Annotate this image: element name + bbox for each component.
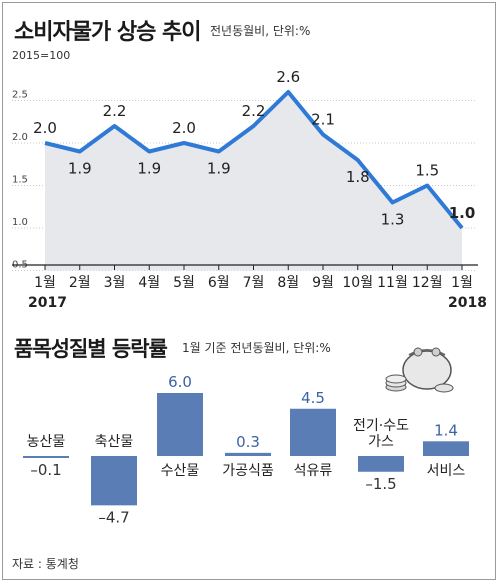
bar-value-label: –1.5	[365, 475, 396, 493]
x-tick-label: 4월	[138, 275, 160, 291]
x-tick-label: 6월	[208, 275, 230, 291]
year-label-2017: 2017	[28, 295, 67, 311]
y-tick-label: 2.5	[12, 90, 28, 101]
cpi-chart-title: 소비자물가 상승 추이	[14, 20, 201, 45]
category-bar	[157, 393, 203, 456]
x-tick-label: 5월	[173, 275, 195, 291]
year-label-2018: 2018	[448, 295, 487, 311]
infographic-frame	[2, 2, 496, 580]
bar-value-label: 6.0	[168, 373, 192, 391]
bar-value-label: 0.3	[236, 433, 260, 451]
category-label: 전기·수도	[353, 418, 409, 434]
category-bar	[91, 456, 137, 506]
category-label: 석유류	[294, 463, 333, 479]
cpi-series-line	[44, 90, 464, 230]
y-tick-label: 1.0	[12, 217, 28, 228]
cpi-value-label: 1.3	[381, 211, 405, 229]
category-chart-subtitle: 1월 기준 전년동월비, 단위:%	[182, 341, 331, 355]
x-tick-label: 12월	[412, 275, 443, 291]
category-label: 축산물	[95, 434, 134, 450]
x-tick-label: 9월	[312, 275, 334, 291]
bar-value-label: 4.5	[301, 389, 325, 407]
category-bar	[423, 441, 469, 456]
x-tick-label: 3월	[104, 275, 126, 291]
cpi-area	[45, 92, 462, 271]
cpi-base-note: 2015=100	[12, 49, 71, 62]
bar-value-label: 1.4	[434, 421, 458, 439]
y-tick-label: 2.0	[12, 132, 28, 143]
x-tick-label: 8월	[277, 275, 299, 291]
cpi-value-label: 1.9	[207, 160, 231, 178]
y-tick-label: 1.5	[12, 175, 28, 186]
category-bar	[23, 456, 69, 458]
cpi-value-label: 2.0	[33, 119, 57, 137]
category-bar	[290, 408, 336, 456]
cpi-value-label: 1.8	[346, 168, 370, 186]
cpi-value-label: 2.6	[276, 68, 300, 86]
bar-value-label: –4.7	[98, 508, 129, 526]
category-label: 가공식품	[222, 463, 274, 479]
cpi-value-label: 2.0	[172, 119, 196, 137]
category-bar	[225, 452, 271, 456]
cpi-value-label: 1.0	[449, 204, 476, 222]
x-tick-label: 10월	[342, 275, 373, 291]
category-label: 서비스	[427, 463, 466, 479]
category-chart-title: 품목성질별 등락률	[14, 337, 168, 361]
category-label: 가스	[368, 434, 394, 450]
bar-value-label: –0.1	[30, 461, 61, 479]
category-bar	[358, 456, 404, 472]
cpi-value-label: 2.2	[242, 102, 266, 120]
cpi-value-label: 1.9	[68, 160, 92, 178]
x-tick-label: 2월	[69, 275, 91, 291]
x-tick-label: 1월	[34, 275, 56, 291]
category-label: 농산물	[27, 434, 66, 450]
x-tick-label: 11월	[377, 275, 408, 291]
x-tick-label: 1월	[451, 275, 473, 291]
cpi-value-label: 1.9	[137, 160, 161, 178]
cpi-line-chart: 0.51.01.52.02.52.01.92.21.92.01.92.22.62…	[12, 68, 487, 311]
category-bar-chart: –0.1 농산물 –4.7 축산물 6.0 수산물 0.3 가공식품 4.5 석유류 –1.5 전기·…	[23, 373, 469, 526]
cpi-value-label: 2.2	[103, 102, 127, 120]
source-note: 자료 : 통계청	[12, 557, 79, 571]
cpi-value-label: 2.1	[311, 111, 335, 129]
cpi-value-label: 1.5	[415, 162, 439, 180]
x-tick-label: 7월	[243, 275, 265, 291]
category-label: 수산물	[161, 463, 200, 479]
cpi-chart-subtitle: 전년동월비, 단위:%	[210, 24, 311, 38]
coin-purse-icon	[385, 347, 454, 393]
